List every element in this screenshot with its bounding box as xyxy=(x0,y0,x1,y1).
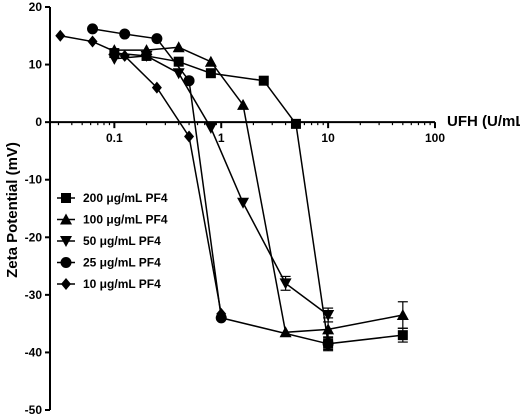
x-tick-label: 0.1 xyxy=(106,131,123,145)
legend-marker xyxy=(61,193,71,203)
data-point xyxy=(151,81,162,94)
x-tick-label: 1 xyxy=(218,131,225,145)
series-line xyxy=(60,35,222,314)
data-point xyxy=(108,53,121,65)
data-point xyxy=(184,130,195,143)
y-tick-label: -30 xyxy=(25,288,43,302)
data-point xyxy=(204,122,217,134)
y-tick-label: -20 xyxy=(25,230,43,244)
data-point xyxy=(204,55,217,67)
legend-label: 200 μg/mL PF4 xyxy=(83,191,168,205)
series-line xyxy=(114,46,403,334)
data-point xyxy=(172,41,185,53)
data-point xyxy=(55,29,66,42)
x-tick-label: 10 xyxy=(321,131,335,145)
legend-entry: 100 μg/mL PF4 xyxy=(57,213,168,227)
legend-label: 50 μg/mL PF4 xyxy=(83,234,161,248)
series-triangle-down xyxy=(108,50,335,323)
series-line xyxy=(114,52,403,345)
legend-marker xyxy=(60,236,72,247)
data-point xyxy=(258,75,269,86)
data-point xyxy=(119,49,130,62)
y-axis-label: Zeta Potential (mV) xyxy=(4,142,21,278)
data-point xyxy=(216,307,227,320)
data-point xyxy=(237,98,250,110)
data-point xyxy=(183,75,195,87)
data-point xyxy=(322,338,334,350)
data-point xyxy=(119,28,131,40)
y-tick-label: -10 xyxy=(25,173,43,187)
legend-marker xyxy=(61,278,71,290)
data-point xyxy=(279,278,292,290)
data-point xyxy=(322,310,335,322)
x-axis-label: UFH (U/mL) xyxy=(447,113,520,130)
data-point xyxy=(87,35,98,48)
data-point xyxy=(140,50,153,62)
legend-marker xyxy=(60,257,72,268)
data-point xyxy=(322,323,335,335)
legend: 200 μg/mL PF4 100 μg/mL PF4 50 μg/mL PF4 25… xyxy=(57,191,168,291)
data-point xyxy=(151,33,163,45)
y-tick-label: 10 xyxy=(29,58,43,72)
legend-entry: 25 μg/mL PF4 xyxy=(57,256,161,270)
legend-entry: 200 μg/mL PF4 xyxy=(57,191,168,205)
data-point xyxy=(87,23,99,35)
y-tick-label: 20 xyxy=(29,0,43,14)
legend-marker xyxy=(60,213,72,225)
data-point xyxy=(396,309,409,321)
y-tick-label: -50 xyxy=(25,403,43,417)
legend-label: 25 μg/mL PF4 xyxy=(83,256,161,270)
y-tick-label: 0 xyxy=(35,115,42,129)
series-layer xyxy=(55,23,409,352)
legend-entry: 10 μg/mL PF4 xyxy=(57,277,161,291)
data-point xyxy=(237,197,250,209)
data-point xyxy=(290,118,301,129)
data-point xyxy=(205,68,216,79)
legend-entry: 50 μg/mL PF4 xyxy=(57,234,161,248)
data-point xyxy=(397,330,408,341)
y-tick-label: -40 xyxy=(25,345,43,359)
data-point xyxy=(173,56,184,67)
series-diamond xyxy=(55,29,227,320)
x-tick-label: 100 xyxy=(425,131,445,145)
legend-label: 100 μg/mL PF4 xyxy=(83,213,168,227)
legend-label: 10 μg/mL PF4 xyxy=(83,277,161,291)
